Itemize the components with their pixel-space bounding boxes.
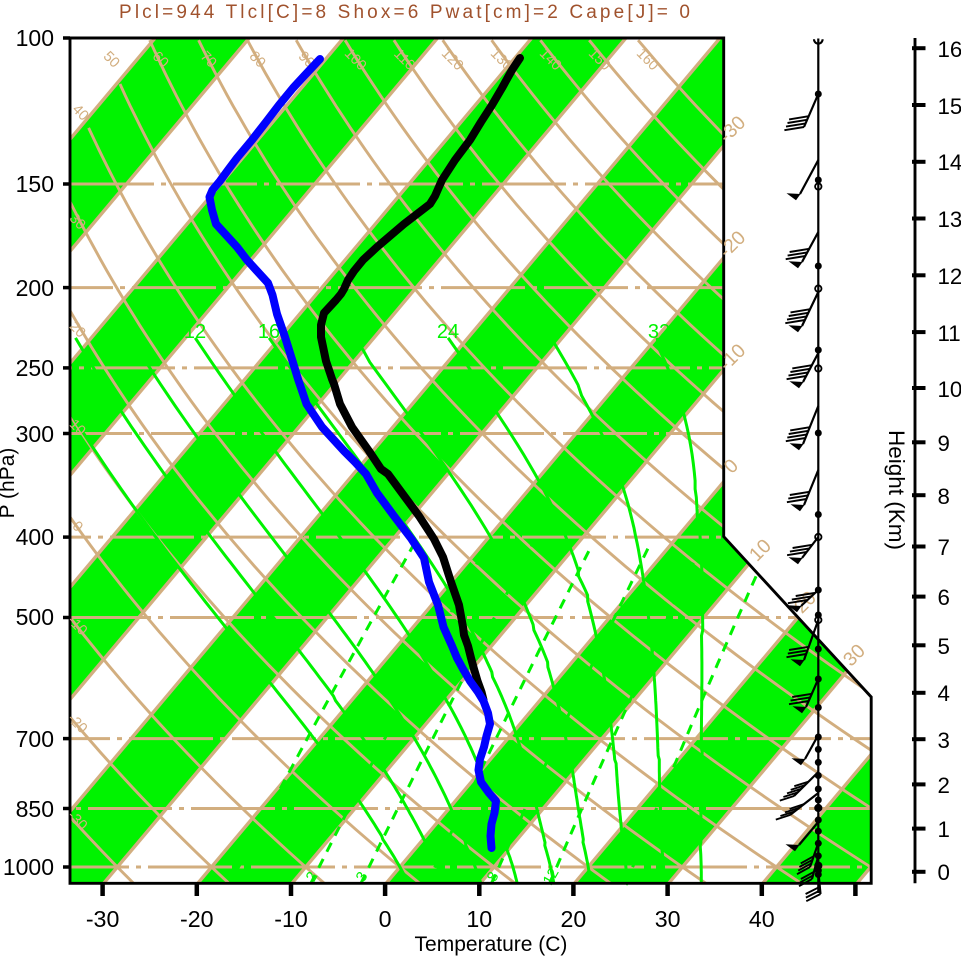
- svg-text:300: 300: [16, 421, 54, 447]
- svg-text:4: 4: [938, 681, 950, 706]
- svg-text:8: 8: [938, 484, 950, 509]
- svg-text:7: 7: [938, 535, 950, 560]
- svg-text:Plcl=944 Tlcl[C]=8 Shox=6 Pwat: Plcl=944 Tlcl[C]=8 Shox=6 Pwat[cm]=2 Cap…: [119, 2, 690, 23]
- svg-text:-10: -10: [274, 906, 308, 932]
- svg-text:500: 500: [16, 604, 54, 630]
- svg-text:3: 3: [938, 728, 950, 753]
- svg-text:12: 12: [938, 264, 961, 289]
- svg-text:14: 14: [938, 150, 961, 175]
- svg-text:1: 1: [938, 817, 950, 842]
- svg-text:P (hPa): P (hPa): [0, 448, 19, 519]
- svg-text:0: 0: [379, 906, 392, 932]
- svg-text:16: 16: [938, 37, 961, 62]
- svg-text:10: 10: [938, 377, 961, 402]
- svg-text:24: 24: [437, 321, 459, 343]
- svg-text:-20: -20: [180, 906, 214, 932]
- svg-text:9: 9: [938, 431, 950, 456]
- svg-text:700: 700: [16, 726, 54, 752]
- svg-text:200: 200: [16, 275, 54, 301]
- svg-text:0: 0: [938, 860, 950, 885]
- svg-text:150: 150: [16, 171, 54, 197]
- svg-text:30: 30: [655, 906, 681, 932]
- svg-text:100: 100: [16, 25, 54, 51]
- svg-text:2: 2: [938, 773, 950, 798]
- svg-text:10: 10: [466, 906, 492, 932]
- svg-text:11: 11: [938, 321, 961, 346]
- svg-text:15: 15: [938, 94, 961, 119]
- svg-text:850: 850: [16, 796, 54, 822]
- svg-text:Height (Km): Height (Km): [884, 430, 909, 550]
- svg-text:Temperature (C): Temperature (C): [415, 933, 568, 956]
- svg-text:13: 13: [938, 207, 961, 232]
- svg-text:40: 40: [749, 906, 775, 932]
- svg-text:1000: 1000: [3, 854, 54, 880]
- svg-text:400: 400: [16, 524, 54, 550]
- svg-text:32: 32: [648, 321, 670, 343]
- svg-text:250: 250: [16, 355, 54, 381]
- svg-text:5: 5: [938, 634, 950, 659]
- svg-text:20: 20: [561, 906, 587, 932]
- svg-text:6: 6: [938, 585, 950, 610]
- svg-text:-30: -30: [86, 906, 120, 932]
- svg-text:12: 12: [184, 321, 206, 343]
